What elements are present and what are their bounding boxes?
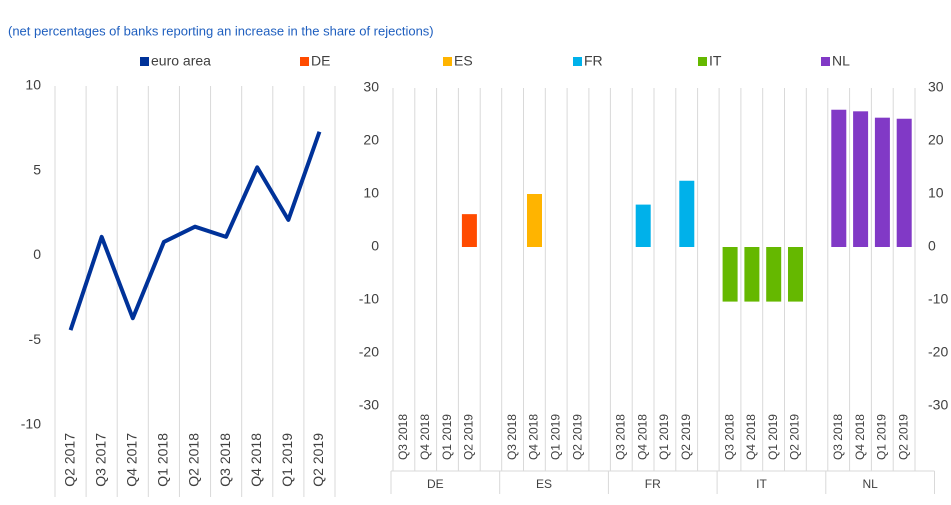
y2-tick-label: 0 — [928, 238, 936, 254]
x-tick-label: Q1 2019 — [875, 414, 889, 460]
x-tick-label: Q1 2018 — [155, 433, 171, 487]
x-tick-label: Q2 2019 — [462, 414, 476, 460]
y-tick-label: -5 — [29, 331, 42, 347]
x-tick-label: Q3 2018 — [722, 414, 736, 460]
bar — [744, 247, 760, 302]
bar — [874, 117, 890, 248]
x-tick-label: Q1 2019 — [440, 414, 454, 460]
y-tick-label: -20 — [359, 344, 379, 360]
x-tick-label: Q3 2018 — [505, 414, 519, 460]
x-tick-label: Q2 2018 — [186, 433, 202, 487]
bar — [788, 247, 803, 302]
y-tick-label: 0 — [33, 246, 41, 262]
subtitle: (net percentages of banks reporting an i… — [8, 23, 434, 38]
y-tick-label: -30 — [359, 397, 379, 413]
x-tick-label: Q4 2018 — [635, 414, 649, 460]
y2-tick-label: 10 — [928, 185, 944, 201]
x-tick-label: Q4 2018 — [248, 433, 264, 487]
x-tick-label: Q1 2019 — [279, 433, 295, 487]
legend-label: euro area — [151, 53, 211, 69]
y2-tick-label: -10 — [928, 291, 948, 307]
x-tick-label: Q3 2018 — [217, 433, 233, 487]
y2-tick-label: 20 — [928, 132, 944, 148]
y2-tick-label: -20 — [928, 344, 948, 360]
y-tick-label: -10 — [359, 291, 379, 307]
x-tick-label: Q2 2019 — [788, 414, 802, 460]
group-label: DE — [427, 477, 444, 491]
x-tick-label: Q4 2018 — [744, 414, 758, 460]
legend-swatch — [443, 57, 452, 66]
legend-swatch — [300, 57, 309, 66]
y-tick-label: -10 — [21, 416, 41, 432]
legend-label: NL — [832, 53, 850, 69]
x-tick-label: Q2 2019 — [310, 433, 326, 487]
y-tick-label: 20 — [363, 132, 379, 148]
group-label: FR — [645, 477, 661, 491]
x-tick-label: Q2 2019 — [570, 414, 584, 460]
bar — [635, 204, 651, 247]
group-label: NL — [862, 477, 878, 491]
x-tick-label: Q1 2019 — [657, 414, 671, 460]
x-tick-label: Q3 2018 — [831, 414, 845, 460]
legend-label: FR — [584, 53, 603, 69]
x-tick-label: Q3 2017 — [92, 433, 108, 487]
y-tick-label: 0 — [371, 238, 379, 254]
x-tick-label: Q3 2018 — [396, 414, 410, 460]
y-tick-label: 10 — [363, 185, 379, 201]
x-tick-label: Q3 2018 — [614, 414, 628, 460]
y-tick-label: 10 — [25, 77, 41, 93]
legend-label: IT — [709, 53, 722, 69]
group-label: ES — [536, 477, 552, 491]
bar — [461, 214, 477, 247]
x-tick-label: Q2 2019 — [896, 414, 910, 460]
line — [68, 131, 322, 331]
legend-label: DE — [311, 53, 330, 69]
bar — [831, 109, 847, 247]
x-tick-label: Q1 2019 — [766, 414, 780, 460]
y2-tick-label: 30 — [928, 79, 944, 95]
legend-swatch — [698, 57, 707, 66]
legend-label: ES — [454, 53, 473, 69]
legend-swatch — [573, 57, 582, 66]
bar — [766, 247, 782, 302]
y2-tick-label: -30 — [928, 397, 948, 413]
bar — [896, 118, 912, 248]
bar — [679, 180, 695, 247]
x-tick-label: Q4 2018 — [418, 414, 432, 460]
x-tick-label: Q4 2018 — [853, 414, 867, 460]
legend-swatch — [140, 57, 149, 66]
group-label: IT — [756, 477, 767, 491]
y-tick-label: 30 — [363, 79, 379, 95]
x-tick-label: Q1 2019 — [548, 414, 562, 460]
bar — [527, 194, 542, 247]
y-tick-label: 5 — [33, 161, 41, 177]
bar — [722, 247, 738, 302]
x-tick-label: Q4 2018 — [527, 414, 541, 460]
x-tick-label: Q4 2017 — [123, 433, 139, 487]
legend-swatch — [821, 57, 830, 66]
x-tick-label: Q2 2019 — [679, 414, 693, 460]
x-tick-label: Q2 2017 — [61, 433, 77, 487]
bar — [853, 111, 869, 247]
